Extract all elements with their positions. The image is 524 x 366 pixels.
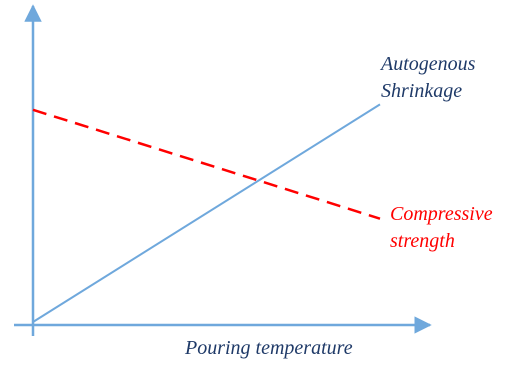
compressive-strength-line: [32, 108, 381, 220]
x-axis-label: Pouring temperature: [184, 337, 353, 359]
autogenous-shrinkage-label-line-2: Shrinkage: [381, 80, 462, 102]
compressive-strength-label: Compressive strength: [390, 203, 498, 252]
compressive-strength-label-line-1: Compressive: [390, 203, 493, 225]
autogenous-shrinkage-line: [32, 103, 381, 323]
compressive-strength-label-line-2: strength: [390, 230, 455, 252]
autogenous-shrinkage-label: Autogenous Shrinkage: [379, 53, 480, 102]
autogenous-shrinkage-label-line-1: Autogenous: [379, 53, 476, 75]
